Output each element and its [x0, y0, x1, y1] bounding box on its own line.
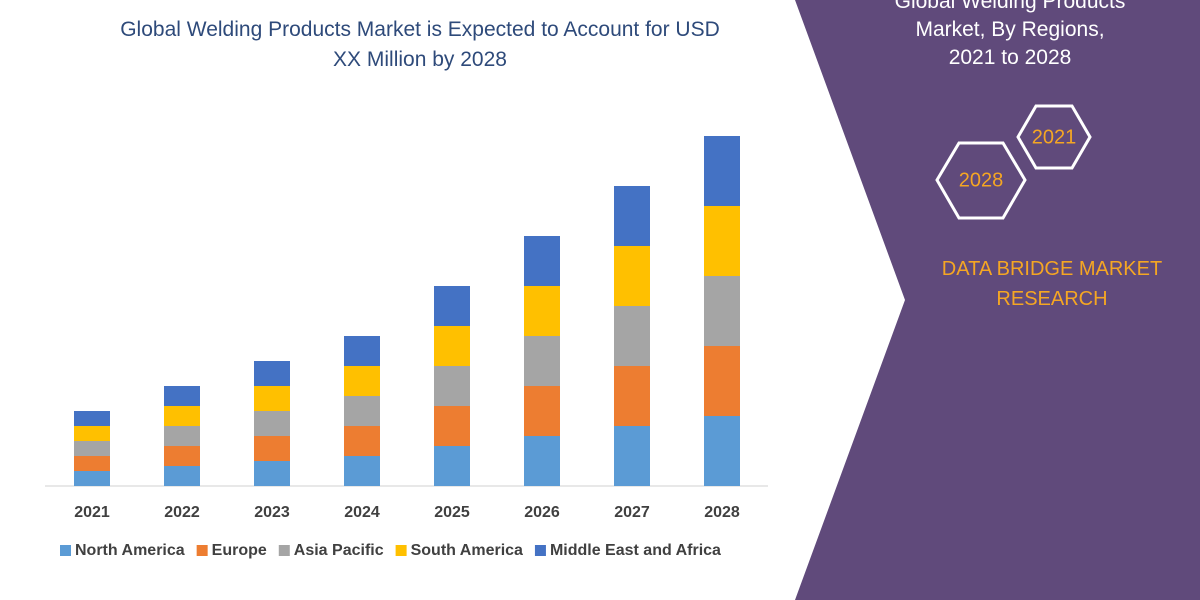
x-tick-label: 2027 [614, 504, 650, 521]
bar-segment [614, 186, 650, 246]
bar-segment [614, 426, 650, 486]
bar-segment [164, 406, 200, 426]
bar-segment [524, 286, 560, 336]
bar-segment [524, 336, 560, 386]
bar-segment [74, 456, 110, 471]
hexagon-label: 2028 [959, 169, 1004, 191]
x-tick-label: 2024 [344, 504, 380, 521]
hexagon-label: 2021 [1032, 126, 1077, 148]
side-panel [795, 0, 1200, 600]
bar-segment [434, 326, 470, 366]
bar-segment [704, 416, 740, 486]
legend-swatch [534, 545, 546, 556]
panel-heading: Global Welding Products Market, By Regio… [880, 0, 1140, 72]
bar-segment [254, 436, 290, 461]
hexagon [935, 141, 1027, 220]
legend-label: North America [75, 542, 185, 559]
bar-segment [614, 366, 650, 426]
bar-segment [344, 456, 380, 486]
legend-label: South America [411, 542, 523, 559]
heading-line: Global Welding Products [894, 0, 1126, 13]
bar-segment [704, 206, 740, 276]
bar-segment [344, 396, 380, 426]
bar-segment [704, 136, 740, 206]
chart-title: Global Welding Products Market is Expect… [120, 18, 720, 71]
x-tick-label: 2021 [74, 504, 110, 521]
x-tick-label: 2026 [524, 504, 560, 521]
legend-label: Asia Pacific [294, 542, 384, 559]
x-tick-label: 2028 [704, 504, 740, 521]
legend-swatch [395, 545, 407, 556]
bar-segment [524, 236, 560, 286]
bar-segment [164, 446, 200, 466]
legend-swatch [278, 545, 290, 556]
x-tick-label: 2022 [164, 504, 200, 521]
brand: DATA BRIDGE MARKET RESEARCH [941, 258, 1163, 310]
legend-label: Middle East and Africa [550, 542, 721, 559]
bar-segment [704, 276, 740, 346]
bar-segment [434, 366, 470, 406]
bar-segment [164, 386, 200, 406]
bar-segment [74, 441, 110, 456]
bar-segment [614, 246, 650, 306]
bar-segment [74, 411, 110, 426]
bar-segment [344, 336, 380, 366]
bar-segment [704, 346, 740, 416]
legend-swatch [60, 545, 71, 556]
hexagon [1016, 104, 1092, 170]
legend-label: Europe [212, 542, 267, 559]
legend-swatch [196, 545, 208, 556]
bar-segment [524, 436, 560, 486]
bar-segment [254, 411, 290, 436]
bar-segment [74, 471, 110, 486]
bar-segment [254, 461, 290, 486]
bar-segment [74, 426, 110, 441]
bar-segment [434, 286, 470, 326]
bar-segment [164, 466, 200, 486]
bar-segment [254, 386, 290, 411]
bar-segment [614, 306, 650, 366]
bar-segment [344, 366, 380, 396]
bar-segment [254, 361, 290, 386]
bar-segment [344, 426, 380, 456]
bar-segment [164, 426, 200, 446]
x-tick-label: 2025 [434, 504, 470, 521]
x-tick-label: 2023 [254, 504, 290, 521]
bar-segment [434, 446, 470, 486]
heading-line: 2021 to 2028 [948, 46, 1072, 69]
heading-line: Market, By Regions, [915, 18, 1105, 41]
bar-segment [434, 406, 470, 446]
bar-segment [524, 386, 560, 436]
